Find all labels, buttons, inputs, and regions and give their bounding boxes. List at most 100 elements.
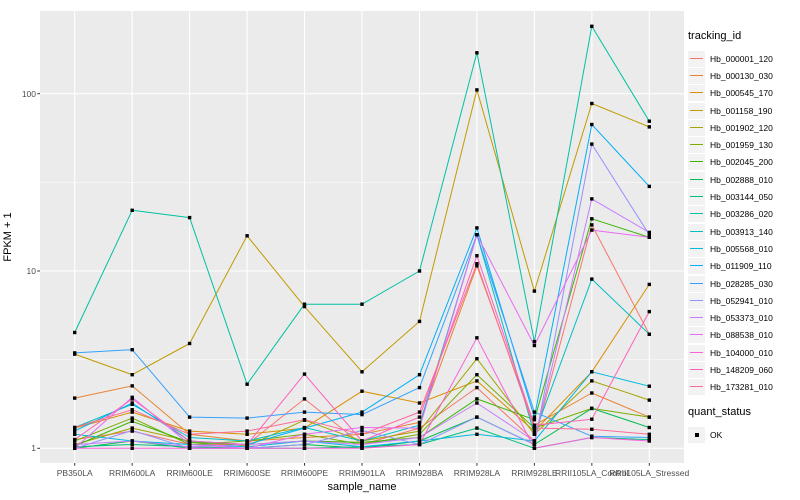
legend-item: Hb_028285_030	[688, 275, 800, 292]
data-point	[590, 391, 594, 395]
x-tick-label: RRII105LA_Stressed	[609, 468, 690, 478]
data-point	[475, 385, 479, 390]
data-point	[647, 425, 651, 430]
legend-key	[688, 361, 705, 378]
legend-item: Hb_001902_120	[688, 119, 800, 136]
data-point	[590, 370, 594, 374]
legend-key	[688, 223, 705, 240]
data-point	[187, 341, 192, 346]
legend-key	[688, 50, 705, 67]
data-point	[590, 122, 594, 127]
legend-key	[688, 275, 705, 292]
data-point	[130, 348, 134, 352]
series-color-line-icon	[690, 282, 703, 284]
data-point	[532, 429, 537, 433]
data-point	[187, 435, 192, 440]
data-point	[532, 343, 537, 348]
data-point	[475, 379, 479, 383]
legend-key	[688, 327, 705, 344]
legend-item-label: Hb_003913_140	[710, 226, 773, 237]
data-point	[475, 397, 479, 401]
data-point	[73, 330, 77, 335]
data-point	[302, 302, 307, 306]
data-point	[73, 396, 77, 400]
data-point	[417, 442, 422, 447]
data-point	[245, 439, 249, 443]
legend-key	[688, 258, 705, 275]
data-point	[647, 235, 651, 239]
series-color-line-icon	[690, 92, 703, 94]
data-point	[130, 416, 134, 420]
data-point	[302, 418, 307, 422]
x-tick-label: RRIM928LE	[511, 468, 558, 478]
legend-item-label: Hb_000545_170	[710, 88, 773, 99]
data-point	[647, 415, 651, 419]
y-tick-label: 1	[31, 443, 36, 454]
x-tick-label: RRIM600LA	[109, 468, 156, 478]
data-point	[532, 439, 537, 443]
legend-key	[688, 154, 705, 171]
data-point	[187, 415, 192, 419]
data-point	[130, 439, 134, 443]
data-point	[647, 230, 651, 235]
data-point	[532, 289, 537, 293]
legend-item-label: Hb_011909_110	[710, 261, 772, 272]
legend-key	[688, 240, 705, 257]
x-tick-label: RRIM600LE	[166, 468, 213, 478]
legend-item-label: Hb_173281_010	[710, 382, 773, 393]
data-point	[130, 401, 134, 405]
data-point	[245, 382, 249, 386]
legend-item-label: Hb_002888_010	[710, 174, 773, 185]
data-point	[590, 223, 594, 227]
data-point	[130, 446, 134, 450]
data-point	[532, 418, 537, 422]
data-point	[647, 184, 651, 189]
x-tick-label: RRIM928BA	[395, 468, 444, 478]
data-point	[647, 432, 651, 436]
data-point	[475, 233, 479, 237]
data-point	[417, 426, 422, 430]
legend-item-label: Hb_052941_010	[710, 295, 773, 306]
y-tick-label: 100	[21, 88, 36, 99]
data-point	[647, 332, 651, 336]
legend-item: Hb_003913_140	[688, 223, 800, 240]
data-point	[417, 319, 422, 324]
data-point	[417, 432, 422, 436]
data-point	[475, 88, 479, 92]
data-point	[532, 415, 537, 419]
data-point	[130, 408, 134, 412]
legend-item-label: Hb_104000_010	[710, 347, 773, 358]
data-point	[302, 432, 307, 436]
x-tick-label: RRIM600PE	[280, 468, 329, 478]
data-point	[302, 442, 307, 447]
data-point	[475, 415, 479, 419]
data-point	[475, 426, 479, 430]
data-point	[73, 437, 77, 442]
legend-key	[688, 137, 705, 154]
series-color-line-icon	[690, 57, 703, 59]
data-point	[245, 416, 249, 420]
data-point	[417, 269, 422, 273]
series-color-line-icon	[690, 109, 703, 111]
legend-item: Hb_002888_010	[688, 171, 800, 188]
data-point	[187, 446, 192, 450]
data-point	[360, 428, 364, 433]
legend-item-label: Hb_003286_020	[710, 209, 773, 220]
data-point	[302, 435, 307, 440]
data-point	[417, 373, 422, 377]
data-point	[360, 412, 364, 417]
legend-key	[688, 102, 705, 119]
data-point	[590, 417, 594, 421]
data-point	[73, 432, 77, 436]
data-point	[532, 446, 537, 450]
legend-key	[688, 426, 705, 443]
data-point	[647, 282, 651, 287]
data-point	[245, 234, 249, 238]
legend-item-label: Hb_001158_190	[710, 105, 773, 116]
data-point	[302, 410, 307, 414]
series-color-line-icon	[690, 126, 703, 128]
data-point	[302, 446, 307, 450]
data-point	[532, 339, 537, 344]
data-point	[475, 373, 479, 377]
data-point	[245, 429, 249, 433]
